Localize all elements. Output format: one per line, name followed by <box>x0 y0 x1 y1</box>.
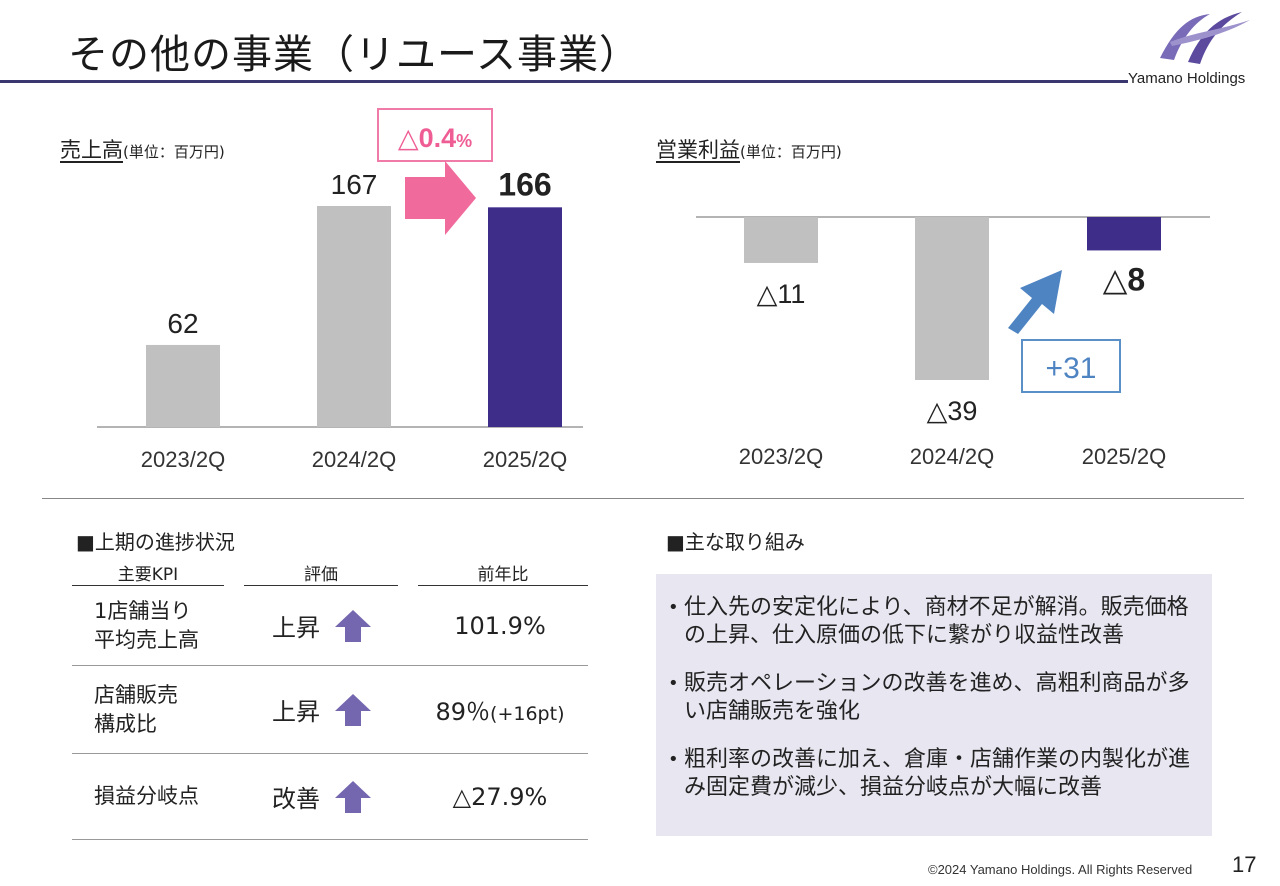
kpi-eval: 上昇 <box>232 608 412 643</box>
kpi-yoy-sub: (+16pt) <box>490 703 565 725</box>
kpi-row: 店舗販売 構成比 上昇 89％(+16pt) <box>72 666 588 754</box>
sales-category-label: 2023/2Q <box>141 447 225 472</box>
profit-value-label: △8 <box>1103 261 1145 297</box>
yamano-logo <box>1160 12 1250 64</box>
sales-bar <box>317 206 391 427</box>
brand-name: Yamano Holdings <box>1128 70 1246 87</box>
kpi-col-header-kpi: 主要KPI <box>72 556 224 586</box>
up-arrow-icon <box>335 693 371 726</box>
sales-value-label: 62 <box>167 308 198 339</box>
kpi-yoy: 89％(+16pt) <box>412 692 588 727</box>
kpi-yoy-value: 89％ <box>435 698 491 726</box>
kpi-yoy-value: 101.9% <box>454 611 546 640</box>
sales-category-label: 2024/2Q <box>312 447 396 472</box>
bullet: • <box>668 597 679 618</box>
bullet: • <box>668 749 679 770</box>
initiatives-box: • 仕入先の安定化により、商材不足が解消。販売価格の上昇、仕入原価の低下に繋がり… <box>656 574 1212 836</box>
kpi-row: 損益分岐点 改善 △27.9% <box>72 754 588 840</box>
sales-value-label: 167 <box>331 169 378 200</box>
up-arrow-icon <box>335 609 371 642</box>
sales-chart-title-text: 売上高 <box>60 138 123 162</box>
kpi-eval-label: 上昇 <box>272 698 320 726</box>
title-underline <box>0 80 1128 83</box>
sales-change-arrow <box>405 161 476 235</box>
profit-change-badge: +31 <box>1046 352 1097 385</box>
profit-category-label: 2023/2Q <box>739 444 823 469</box>
kpi-col-header-yoy: 前年比 <box>418 556 588 586</box>
profit-category-label: 2024/2Q <box>910 444 994 469</box>
sales-change-badge-box <box>377 108 493 162</box>
up-arrow-icon <box>335 780 371 813</box>
kpi-yoy: 101.9% <box>412 612 588 640</box>
sales-bar <box>146 344 220 427</box>
sales-change-badge-unit: % <box>456 131 472 151</box>
bullet: • <box>668 673 679 694</box>
profit-bar <box>915 217 989 380</box>
kpi-col-header-eval: 評価 <box>244 556 398 586</box>
sales-chart: △0.4% 62 2023/2Q 167 2024/2Q 166 2025/2Q <box>97 108 583 472</box>
profit-change-badge-box <box>1021 339 1121 393</box>
initiatives-heading: ■主な取り組み <box>666 530 805 554</box>
sales-chart-unit: (単位：百万円) <box>123 143 225 161</box>
profit-bar <box>1087 217 1161 251</box>
profit-bar <box>744 217 818 263</box>
sales-chart-title: 売上高(単位：百万円) <box>60 134 225 164</box>
kpi-table: 主要KPI 評価 前年比 1店舗当り 平均売上高 上昇 101.9% 店舗販売 … <box>72 556 588 840</box>
kpi-row: 1店舗当り 平均売上高 上昇 101.9% <box>72 586 588 666</box>
kpi-name: 損益分岐点 <box>94 784 199 808</box>
initiative-text: 販売オペレーションの改善を進め、高粗利商品が多い店舗販売を強化 <box>684 671 1190 724</box>
initiative-text: 粗利率の改善に加え、倉庫・店舗作業の内製化が進み固定費が減少、損益分岐点が大幅に… <box>684 747 1191 800</box>
profit-change-arrow <box>1008 270 1062 334</box>
kpi-eval-label: 上昇 <box>272 614 320 642</box>
profit-value-label: △39 <box>927 396 978 426</box>
kpi-eval: 改善 <box>232 779 412 814</box>
kpi-eval: 上昇 <box>232 692 412 727</box>
profit-chart-unit: (単位：百万円) <box>740 143 842 161</box>
kpi-name: 1店舗当り 平均売上高 <box>94 598 199 652</box>
kpi-eval-label: 改善 <box>272 785 320 813</box>
page-number: 17 <box>1232 852 1257 877</box>
profit-value-label: △11 <box>757 279 806 309</box>
initiative-item: • 粗利率の改善に加え、倉庫・店舗作業の内製化が進み固定費が減少、損益分岐点が大… <box>666 746 1206 802</box>
profit-category-label: 2025/2Q <box>1082 444 1166 469</box>
progress-heading: ■上期の進捗状況 <box>76 530 235 554</box>
sales-value-label: 166 <box>498 166 551 202</box>
kpi-table-header: 主要KPI 評価 前年比 <box>72 556 588 586</box>
sales-category-label: 2025/2Q <box>483 447 567 472</box>
sales-bar <box>488 207 562 427</box>
initiative-text: 仕入先の安定化により、商材不足が解消。販売価格の上昇、仕入原価の低下に繋がり収益… <box>684 595 1189 648</box>
sales-change-badge: △0.4% <box>398 123 472 153</box>
page-title: その他の事業（リユース事業） <box>68 32 640 78</box>
kpi-name: 店舗販売 構成比 <box>94 682 178 736</box>
sales-change-badge-value: △0.4 <box>398 123 456 153</box>
profit-chart-title-text: 営業利益 <box>656 138 740 162</box>
initiative-item: • 販売オペレーションの改善を進め、高粗利商品が多い店舗販売を強化 <box>666 670 1206 726</box>
kpi-yoy: △27.9% <box>412 783 588 811</box>
section-divider <box>42 498 1244 499</box>
profit-chart-title: 営業利益(単位：百万円) <box>656 134 842 164</box>
profit-chart: +31 △11 2023/2Q △39 2024/2Q △8 2025/2Q <box>696 216 1210 469</box>
copyright: ©2024 Yamano Holdings. All Rights Reserv… <box>928 862 1193 877</box>
kpi-yoy-value: △27.9% <box>452 782 548 811</box>
initiative-item: • 仕入先の安定化により、商材不足が解消。販売価格の上昇、仕入原価の低下に繋がり… <box>666 594 1206 650</box>
